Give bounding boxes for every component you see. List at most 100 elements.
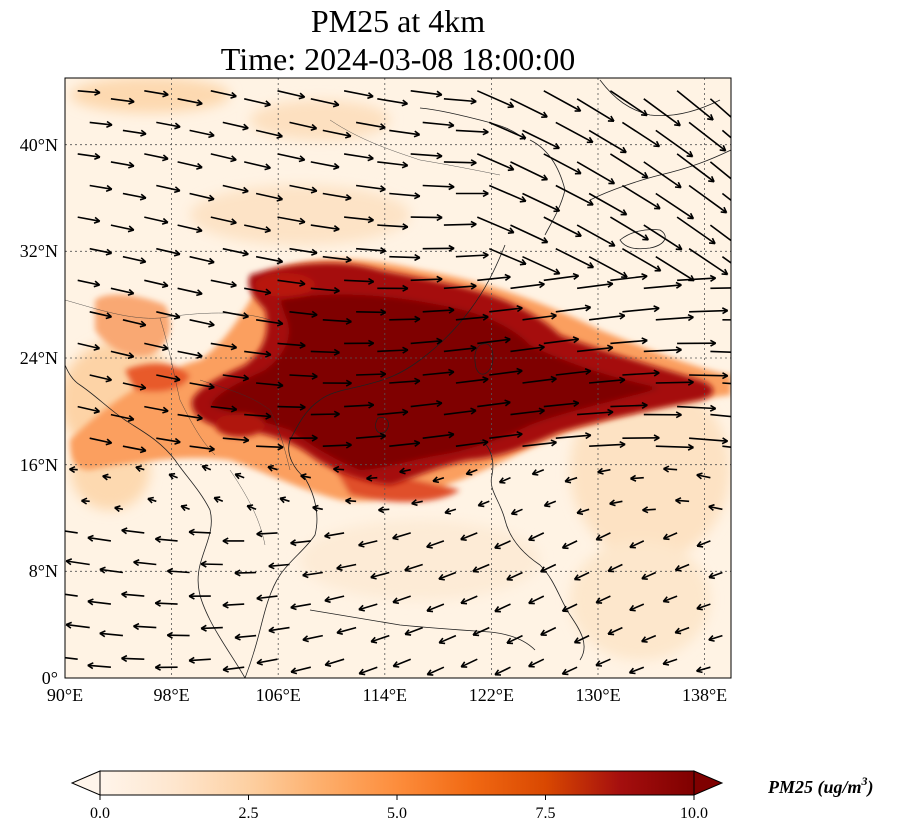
- wind-arrow: [122, 129, 147, 137]
- wind-arrow: [488, 247, 527, 266]
- wind-arrow: [641, 634, 657, 643]
- wind-arrow: [244, 161, 271, 171]
- colorbar-tick-label: 7.5: [536, 805, 556, 822]
- wind-arrow: [622, 369, 660, 377]
- wind-arrow: [213, 496, 224, 503]
- wind-arrow: [392, 658, 412, 668]
- wind-arrow: [110, 413, 135, 422]
- wind-arrow: [255, 255, 284, 265]
- wind-arrow: [256, 658, 278, 666]
- wind-arrow: [177, 161, 203, 170]
- wind-arrow: [561, 666, 578, 676]
- wind-arrow: [721, 129, 731, 139]
- wind-arrow: [210, 216, 237, 226]
- wind-arrow: [675, 497, 690, 505]
- wind-arrow: [677, 404, 717, 412]
- wind-arrow: [426, 540, 445, 549]
- wind-arrow: [244, 287, 272, 296]
- wind-arrow: [277, 279, 306, 287]
- wind-arrow: [622, 434, 660, 442]
- x-tick-label: 90°E: [47, 685, 83, 705]
- wind-arrow: [222, 665, 245, 673]
- wind-arrow: [345, 497, 357, 505]
- wind-arrow: [677, 274, 717, 282]
- wind-arrow: [655, 129, 694, 158]
- wind-arrow: [110, 224, 135, 233]
- wind-arrow: [358, 603, 378, 612]
- wind-arrow: [144, 153, 169, 162]
- wind-arrow: [177, 224, 203, 234]
- wind-arrow: [156, 247, 181, 257]
- wind-arrow: [168, 472, 178, 480]
- wind-arrow: [655, 313, 694, 322]
- wind-arrow: [77, 216, 101, 224]
- wind-arrow: [422, 431, 455, 439]
- wind-arrow: [377, 408, 409, 416]
- wind-arrow: [576, 98, 615, 122]
- wind-arrow: [576, 280, 614, 290]
- wind-arrow: [114, 505, 124, 513]
- wind-arrow: [443, 282, 477, 290]
- wind-arrow: [540, 563, 557, 573]
- wind-arrow: [302, 571, 323, 579]
- wind-arrow: [422, 368, 455, 376]
- wind-arrow: [277, 216, 306, 225]
- wind-arrow: [708, 503, 723, 512]
- wind-arrow: [234, 472, 245, 480]
- wind-arrow: [621, 184, 661, 210]
- wind-arrow: [81, 497, 90, 505]
- wind-arrow: [510, 98, 548, 118]
- wind-arrow: [188, 592, 211, 600]
- wind-arrow: [576, 508, 590, 516]
- wind-arrow: [358, 666, 378, 676]
- colorbar-label-main: PM25 (ug/m: [767, 777, 862, 798]
- wind-arrow: [555, 367, 592, 376]
- wind-arrow: [89, 437, 113, 446]
- wind-arrow: [246, 504, 257, 511]
- wind-arrow: [377, 284, 409, 292]
- wind-arrow: [643, 98, 681, 127]
- wind-arrow: [122, 255, 147, 265]
- wind-arrow: [144, 90, 169, 98]
- y-tick-label: 32°N: [20, 241, 58, 261]
- wind-arrow: [543, 336, 580, 345]
- colorbar-label-sup: 3: [861, 774, 868, 788]
- wind-arrow: [696, 666, 711, 674]
- wind-arrow: [156, 374, 181, 383]
- wind-arrow: [234, 633, 257, 641]
- wind-arrow: [156, 437, 181, 445]
- wind-arrow: [255, 129, 283, 139]
- wind-arrow: [222, 247, 249, 257]
- x-tick-label: 122°E: [469, 685, 514, 705]
- wind-arrow: [87, 598, 111, 606]
- wind-arrow: [643, 281, 682, 290]
- wind-arrow: [722, 382, 731, 385]
- wind-arrow: [279, 496, 290, 504]
- wind-arrow: [708, 634, 723, 642]
- wind-arrow: [472, 626, 490, 637]
- wind-arrow: [438, 634, 457, 645]
- wind-arrow: [166, 567, 190, 575]
- wind-arrow: [144, 279, 169, 289]
- wind-arrow: [222, 374, 250, 382]
- wind-arrow: [510, 224, 549, 244]
- wind-arrow: [662, 595, 678, 603]
- wind-arrow: [510, 281, 545, 290]
- wind-arrow: [689, 437, 729, 445]
- wind-arrow: [77, 152, 101, 160]
- wind-arrow: [177, 98, 203, 107]
- wind-arrow: [222, 537, 245, 545]
- wind-arrow: [310, 161, 340, 170]
- wind-arrow: [589, 312, 626, 321]
- wind-arrow: [522, 312, 557, 321]
- wind-arrow: [389, 439, 421, 447]
- wind-arrow: [561, 540, 578, 550]
- wind-arrow: [710, 287, 731, 290]
- wind-arrow: [506, 634, 523, 645]
- wind-arrow: [588, 129, 627, 154]
- wind-arrow: [522, 375, 557, 384]
- wind-arrow: [465, 468, 478, 476]
- wind-arrow: [65, 530, 78, 534]
- wind-arrow: [122, 382, 147, 391]
- wind-arrow: [410, 152, 443, 160]
